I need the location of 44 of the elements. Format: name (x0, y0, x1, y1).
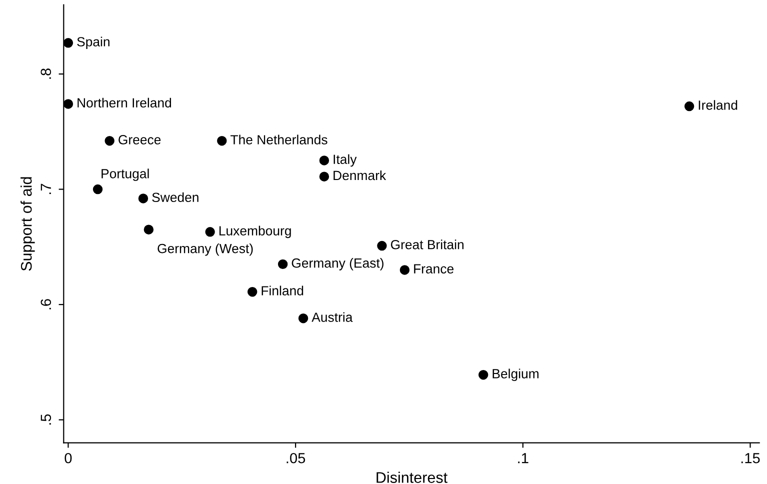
point (92, 184, 103, 194)
annotation: France (414, 264, 454, 274)
annotation: Luxembourg (219, 226, 291, 238)
x-tick-label: .1 (518, 453, 528, 464)
point (205, 227, 215, 237)
annotation: Portugal (102, 168, 149, 181)
point (104, 136, 114, 146)
point (217, 136, 227, 146)
annotation: Northern Ireland (78, 98, 172, 108)
x-tick-label: .05 (286, 452, 306, 464)
annotation: Germany (East) (292, 258, 384, 270)
y-tick-label: .7 (40, 184, 51, 194)
point (684, 101, 694, 112)
annotation: Denmark (334, 170, 386, 180)
annotation: Sweden (152, 192, 198, 202)
point (319, 156, 330, 166)
annotation: Finland (262, 286, 304, 296)
point (138, 194, 148, 204)
x-tick-label: 0 (64, 452, 72, 464)
point (478, 370, 488, 380)
annotation: Belgium (492, 368, 538, 381)
point (278, 259, 288, 270)
x-tick-label: .15 (741, 453, 760, 464)
point (400, 265, 410, 275)
annotation: Greece (118, 135, 161, 144)
point (377, 240, 387, 251)
point (64, 99, 74, 109)
point (144, 224, 154, 234)
point (319, 172, 330, 182)
annotation: Italy (334, 154, 357, 167)
point (298, 314, 308, 324)
annotation: Austria (312, 312, 353, 322)
y-tick-label: .8 (40, 68, 52, 79)
annotation: The Netherlands (230, 134, 328, 144)
y-tick-label: .5 (40, 414, 52, 425)
annotation: Great Britain (390, 240, 464, 250)
annotation: Germany (West) (158, 244, 253, 256)
y-tick-label: .6 (40, 299, 52, 310)
y-axis-title: Support of aid (20, 177, 35, 271)
point (247, 286, 258, 297)
annotation: Spain (77, 36, 110, 50)
x-axis-title: Disinterest (376, 472, 448, 483)
point (64, 38, 74, 48)
annotation: Ireland (698, 100, 738, 110)
